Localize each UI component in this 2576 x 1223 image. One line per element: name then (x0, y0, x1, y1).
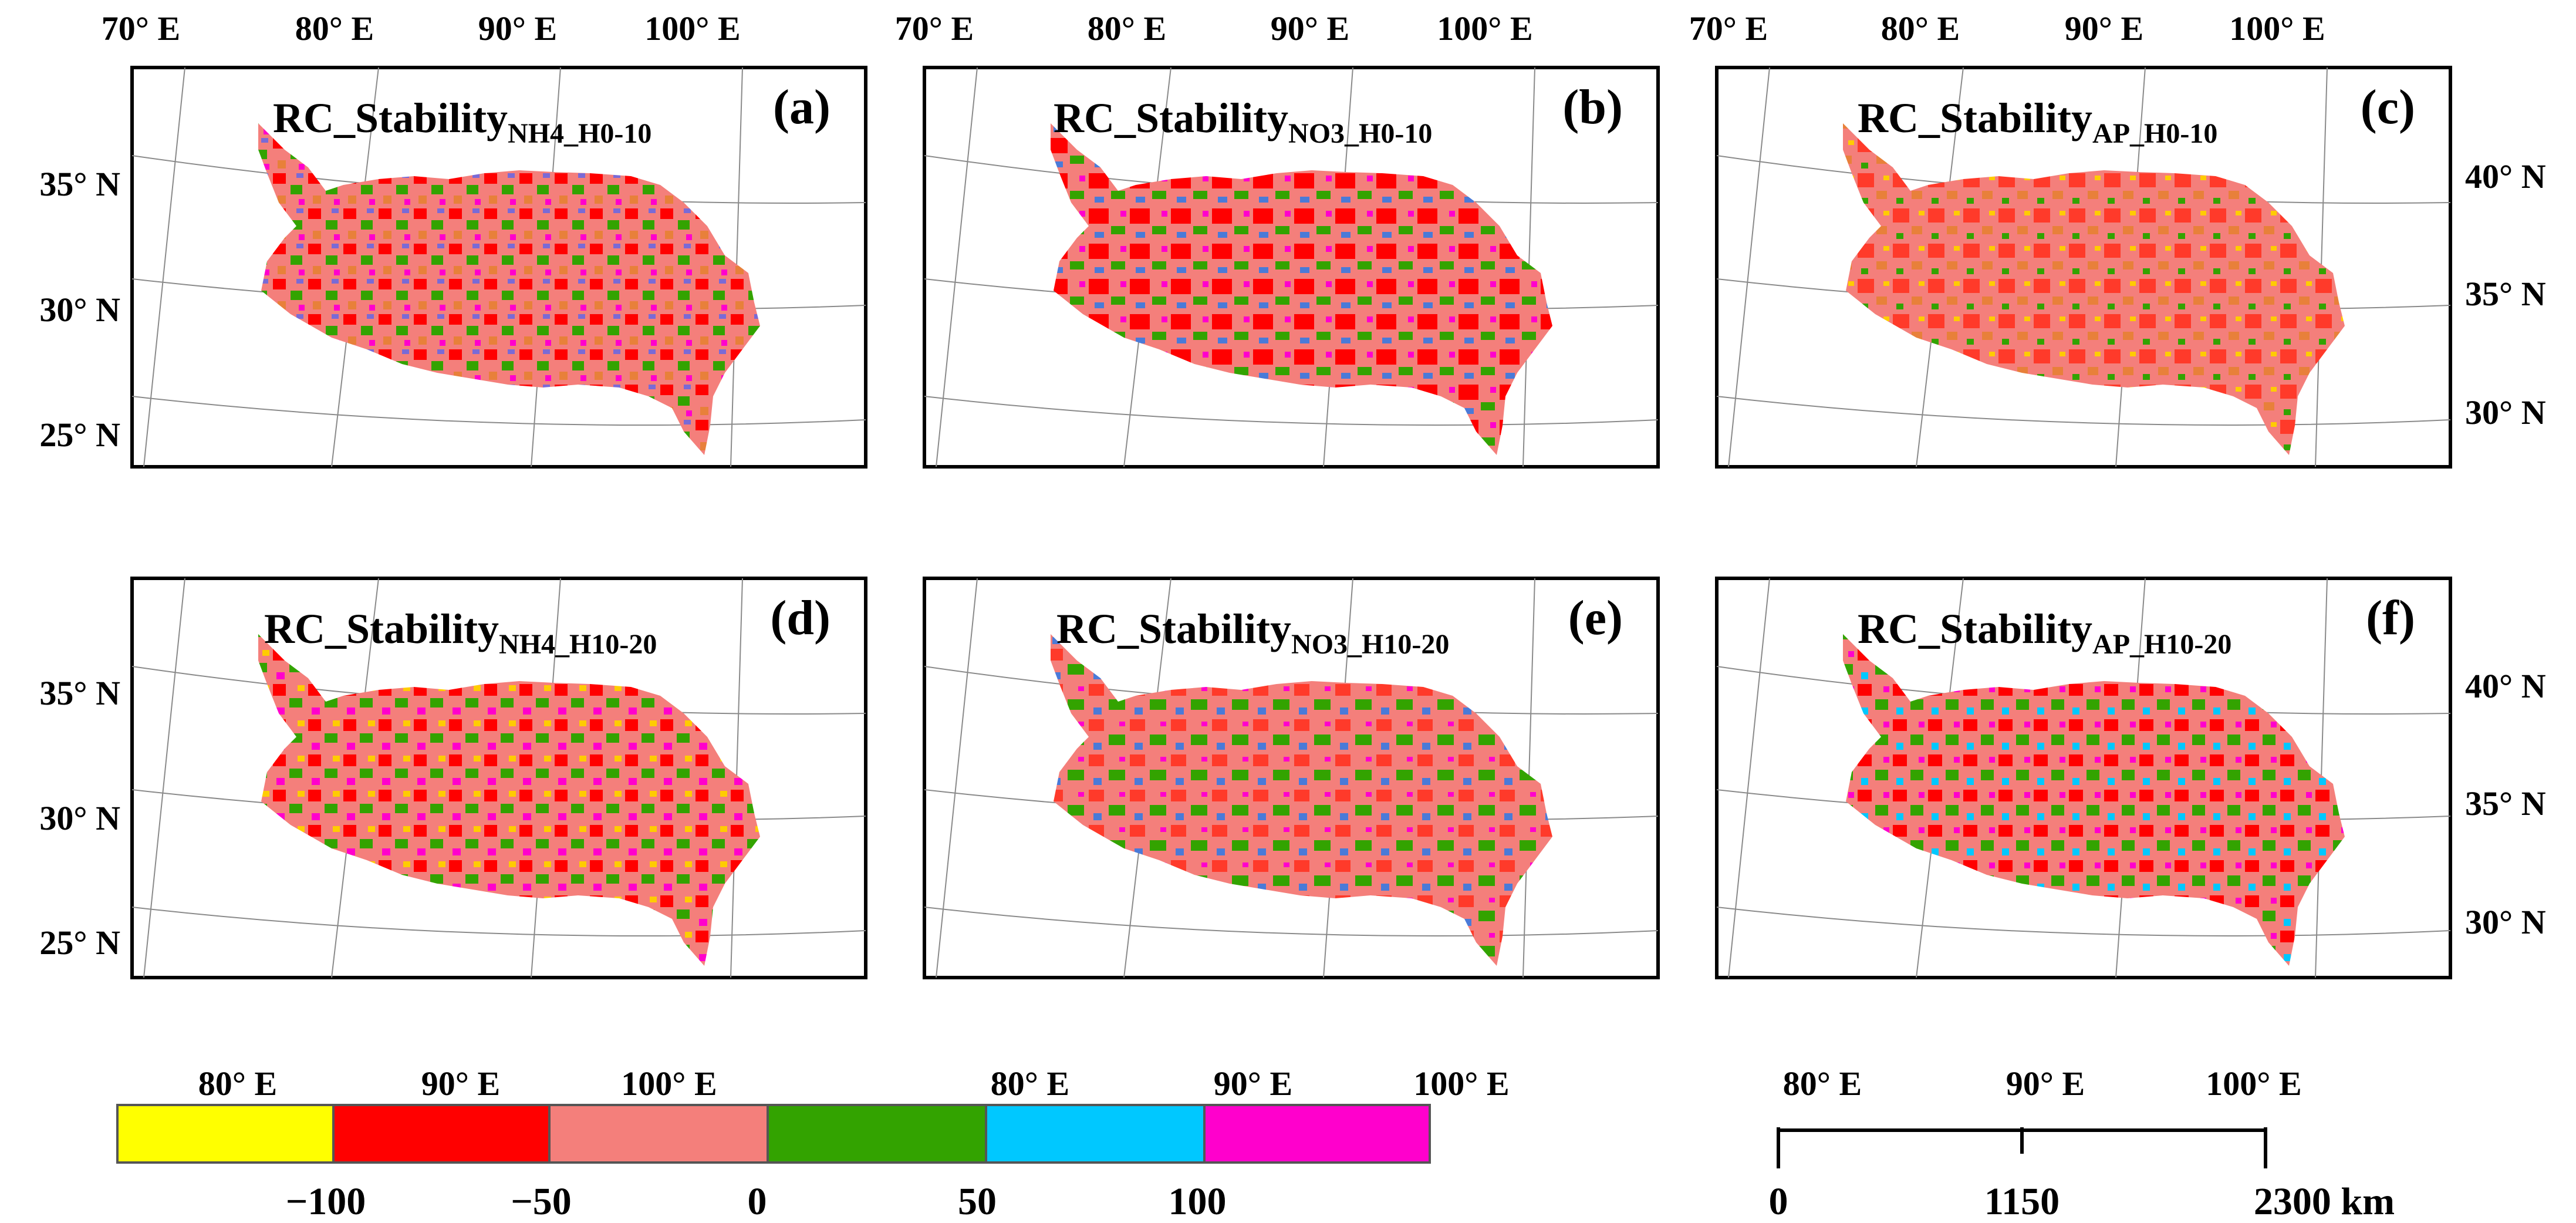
lat-label: 30° N (2465, 903, 2546, 941)
lon-label: 90° E (1214, 1064, 1292, 1103)
lat-label: 30° N (2465, 393, 2546, 432)
panel-title: RC_StabilityNO3_H0-10 (1054, 95, 1432, 149)
lat-label: 35° N (39, 165, 120, 203)
lat-label: 40° N (2465, 667, 2546, 705)
lat-label: 35° N (2465, 784, 2546, 823)
panel-title: RC_StabilityAP_H0-10 (1858, 95, 2217, 149)
left-lat-labels-row2: 35° N 30° N 25° N (39, 674, 120, 962)
lon-label: 100° E (1413, 1064, 1509, 1103)
panel-letter: (e) (1568, 591, 1623, 645)
lon-label: 80° E (1088, 9, 1166, 48)
legend-label: −100 (286, 1180, 366, 1223)
panel-letter: (a) (773, 80, 830, 134)
lon-label: 90° E (478, 9, 557, 48)
lat-label: 30° N (39, 291, 120, 329)
lon-label: 90° E (1271, 9, 1349, 48)
legend-swatch (116, 1104, 335, 1164)
lat-label: 35° N (2465, 275, 2546, 313)
panel-f: RC_StabilityAP_H10-20 (f) (1715, 577, 2452, 979)
panel-title: RC_StabilityNO3_H10-20 (1056, 605, 1449, 660)
legend-swatch (1203, 1104, 1431, 1164)
panel-b: RC_StabilityNO3_H0-10 (b) (923, 66, 1660, 469)
panel-title: RC_StabilityNH4_H10-20 (264, 605, 657, 660)
lon-label: 70° E (102, 9, 180, 48)
scale-label: 1150 (1984, 1180, 2060, 1223)
scale-label: 2300 km (2254, 1180, 2395, 1223)
lon-label: 90° E (2006, 1064, 2085, 1103)
top-lon-labels-col2: 70° E 80° E 90° E 100° E (895, 9, 1533, 48)
lon-label: 70° E (1689, 9, 1768, 48)
lon-label: 90° E (421, 1064, 500, 1103)
lon-label: 100° E (1437, 9, 1532, 48)
bottom-lon-labels-col3: 80° E 90° E 100° E (1783, 1064, 2302, 1103)
lon-label: 90° E (2065, 9, 2143, 48)
color-legend: −100 −50 0 50 100 (116, 1104, 1431, 1223)
lon-label: 80° E (1881, 9, 1960, 48)
legend-swatch (332, 1104, 551, 1164)
left-lat-labels-row1: 35° N 30° N 25° N (39, 165, 120, 454)
legend-swatch (985, 1104, 1206, 1164)
lon-label: 70° E (895, 9, 974, 48)
top-lon-labels-col1: 70° E 80° E 90° E 100° E (102, 9, 741, 48)
lat-label: 30° N (39, 799, 120, 837)
legend-swatch (767, 1104, 987, 1164)
right-lat-labels-row2: 40° N 35° N 30° N (2465, 667, 2546, 941)
panel-e: RC_StabilityNO3_H10-20 (e) (923, 577, 1660, 979)
legend-label: 100 (1169, 1180, 1227, 1223)
lon-label: 80° E (1783, 1064, 1862, 1103)
bottom-lon-labels-col2: 80° E 90° E 100° E (991, 1064, 1510, 1103)
lon-label: 80° E (991, 1064, 1069, 1103)
lon-label: 100° E (644, 9, 740, 48)
top-lon-labels-col3: 70° E 80° E 90° E 100° E (1689, 9, 2325, 48)
panel-title: RC_StabilityNH4_H0-10 (273, 95, 651, 149)
legend-label: −50 (511, 1180, 572, 1223)
scale-bar: 0 1150 2300 km (1769, 1127, 2395, 1223)
legend-label: 0 (748, 1180, 767, 1223)
panel-letter: (f) (2366, 591, 2415, 645)
panel-a: RC_StabilityNH4_H0-10 (a) (130, 66, 867, 469)
lon-label: 100° E (621, 1064, 717, 1103)
lon-label: 100° E (2206, 1064, 2301, 1103)
panel-title: RC_StabilityAP_H10-20 (1858, 605, 2231, 660)
lat-label: 35° N (39, 674, 120, 712)
panel-d: RC_StabilityNH4_H10-20 (d) (130, 577, 867, 979)
lon-label: 100° E (2229, 9, 2325, 48)
panel-letter: (d) (770, 591, 830, 645)
panel-letter: (c) (2361, 80, 2415, 134)
panel-c: RC_StabilityAP_H0-10 (c) (1715, 66, 2452, 469)
bottom-lon-labels-col1: 80° E 90° E 100° E (198, 1064, 717, 1103)
lon-label: 80° E (295, 9, 374, 48)
lat-label: 40° N (2465, 157, 2546, 196)
lat-label: 25° N (39, 924, 120, 962)
panel-letter: (b) (1562, 80, 1623, 134)
right-lat-labels-row1: 40° N 35° N 30° N (2465, 157, 2546, 432)
legend-label: 50 (958, 1180, 997, 1223)
legend-swatch (548, 1104, 769, 1164)
lon-label: 80° E (198, 1064, 277, 1103)
scale-label: 0 (1769, 1180, 1788, 1223)
lat-label: 25° N (39, 416, 120, 454)
